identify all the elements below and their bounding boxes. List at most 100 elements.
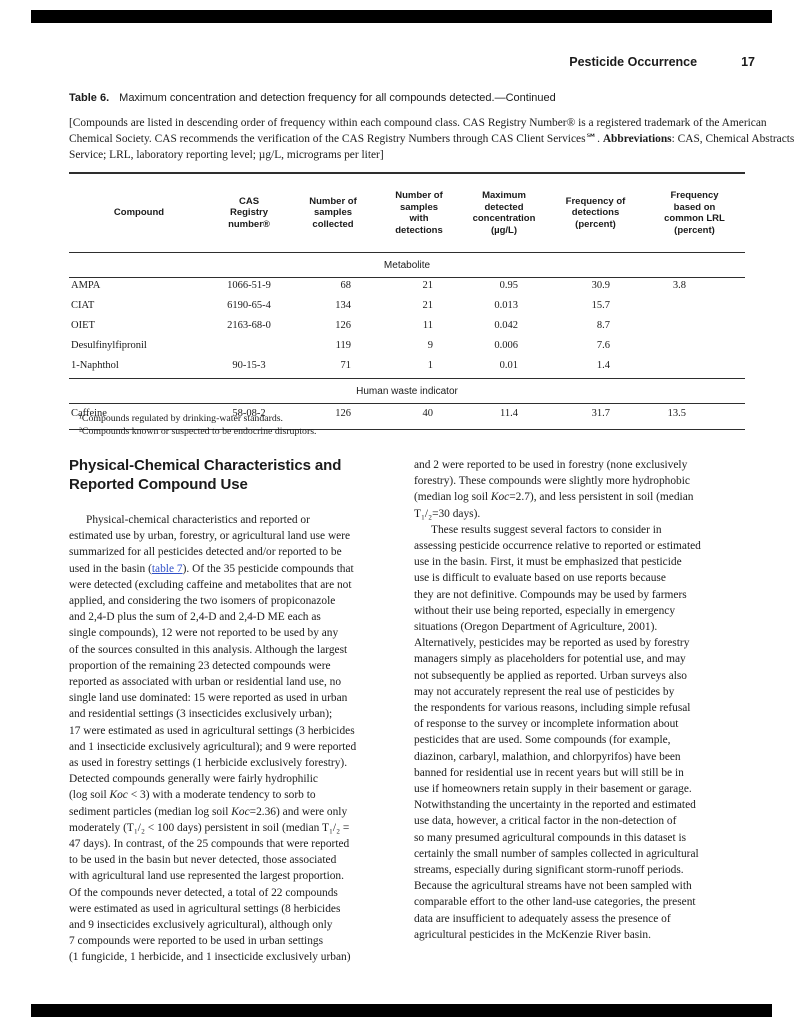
column-header: Number of samples with detections: [377, 173, 461, 253]
section-header-row: Metabolite: [69, 252, 745, 278]
table-cell: 1: [427, 360, 433, 371]
text-line: These results suggest several factors to…: [431, 523, 662, 536]
text-line: 17 were estimated as used in agricultura…: [69, 724, 355, 737]
right-column-text: and 2 were reported to be used in forest…: [414, 457, 746, 943]
text-line: pesticides that are used. Some compounds…: [414, 734, 671, 747]
text-line: without their use being reported, especi…: [414, 604, 676, 617]
table-cell: 1066-51-9: [227, 280, 271, 291]
text-line: Frequency of: [565, 195, 626, 207]
table-cell: 1-Naphthol: [71, 360, 119, 371]
text-line: Of the compounds never detected, a total…: [69, 886, 338, 899]
text-line: they are not definitive. Compounds may b…: [414, 588, 687, 601]
text-line: were estimated as used in agricultural s…: [69, 902, 341, 915]
text-line: concentration: [472, 213, 536, 224]
text-line: (median log soil Koc=2.7), and less pers…: [414, 491, 694, 504]
text-line: Physical-chemical characteristics and re…: [86, 514, 310, 526]
text-line: (percent): [575, 218, 616, 230]
table-cell: 0.042: [494, 320, 518, 331]
decorated-text: Abbreviations: [602, 133, 672, 146]
table-7-link[interactable]: table 7: [151, 562, 183, 575]
table-caption: Table 6. Maximum concentration and detect…: [69, 92, 759, 104]
text-line: moderately (T₁/₂ < 100 days) persistent …: [69, 821, 350, 834]
table-cell: [209, 338, 289, 358]
text-line: with: [409, 213, 429, 224]
text-line: data are insufficient to adequately asse…: [414, 912, 671, 925]
text-line: not subsequently be applied as reported.…: [414, 669, 687, 682]
text-line: banned for residential use in recent yea…: [414, 766, 684, 779]
decorated-text: Koc: [109, 789, 128, 802]
table-cell: 134: [335, 300, 351, 311]
paragraph: Physical-chemical characteristics and re…: [69, 512, 401, 966]
text-line: summarized for all pesticides detected a…: [69, 546, 342, 559]
table-cell: 8.7: [596, 320, 610, 331]
text-line: Frequency: [670, 190, 719, 201]
table-cell: [644, 298, 745, 318]
text-line: 7 compounds were reported to be used in …: [69, 935, 324, 948]
column-header: Compound: [69, 173, 209, 253]
table-cell: 0.013: [494, 300, 518, 311]
text-line: Alternatively, pesticides may be reporte…: [414, 637, 690, 650]
section-heading: Physical-Chemical Characteristics and Re…: [69, 457, 401, 494]
data-table: Compound CAS Registry number® Number of sampl…: [69, 172, 745, 430]
left-column-text: Physical-chemical characteristics and re…: [69, 512, 401, 966]
text-line: Number of: [309, 195, 357, 207]
table-cell: 21: [422, 280, 434, 291]
text-line: agricultural pesticides in the McKenzie …: [414, 928, 651, 941]
text-line: Because the agricultural streams have no…: [414, 880, 692, 893]
table-row: CIAT 6190-65-4 134 21 0.013 15.7: [69, 298, 745, 318]
table-cell: 11.4: [500, 408, 518, 419]
text-line: use if homeowners retain supply in their…: [414, 783, 692, 796]
text-line: Number of: [395, 190, 443, 201]
text-line: managers simply as placeholders for pote…: [414, 653, 686, 666]
decorated-text: Koc: [490, 491, 510, 504]
text-line: samples: [399, 201, 439, 213]
text-line: proportion of the remaining 23 detected …: [69, 659, 331, 672]
text-line: estimated use by urban, forestry, or agr…: [69, 530, 351, 543]
table-cell: [644, 338, 745, 358]
decorated-text: Koc: [231, 805, 250, 818]
text-line: common LRL: [664, 213, 725, 224]
section-header-label: Metabolite: [69, 252, 745, 278]
table-cell: 3.8: [672, 280, 686, 291]
table-cell: 11: [422, 320, 433, 331]
text-line: situations (Oregon Department of Agricul…: [414, 621, 658, 634]
text-line: and 9 insecticides exclusively agricultu…: [69, 919, 333, 932]
text-line: as used in forestry settings (1 herbicid…: [69, 757, 348, 770]
data-table-wrapper: Compound CAS Registry number® Number of sampl…: [69, 172, 745, 430]
text-line: use data, however, a critical factor in …: [414, 815, 677, 828]
text-line: Chemical Society. CAS recommends the ver…: [69, 133, 795, 146]
paragraph: These results suggest several factors to…: [414, 522, 746, 943]
table-row: Caffeine 58-08-2 126 40 11.4 31.7 13.5: [69, 404, 745, 430]
table-row: AMPA 1066-51-9 68 21 0.95 30.9 3.8: [69, 278, 745, 299]
text-line: of the sources consulted in this analysi…: [69, 643, 348, 656]
text-line: forestry). These compounds were slightly…: [414, 475, 690, 488]
table-cell: AMPA: [71, 280, 101, 291]
text-line: streams, especially during significant s…: [414, 864, 684, 877]
text-line: sediment particles (median log soil Koc=…: [69, 805, 348, 818]
table-cell: 58-08-2: [232, 408, 266, 419]
table-cell: 40: [422, 408, 434, 419]
table-footnotes: ¹Compounds regulated by drinking-water s…: [79, 412, 316, 438]
table-cell: Caffeine: [71, 408, 107, 419]
text-line: certainly the small number of samples co…: [414, 847, 699, 860]
table-cell: 126: [335, 320, 351, 331]
table-cell: [644, 358, 745, 379]
table-cell: 6190-65-4: [227, 300, 271, 311]
table-row: 1-Naphthol 90-15-3 71 1 0.01 1.4: [69, 358, 745, 379]
text-line: of response to the survey or incomplete …: [414, 718, 679, 731]
paragraph: [Compounds are listed in descending orde…: [69, 115, 795, 164]
text-line: applied, and considering the two isomers…: [69, 595, 336, 608]
table-cell: 7.6: [596, 340, 610, 351]
text-line: detected: [484, 201, 524, 213]
table-cell: 126: [335, 408, 351, 419]
text-line: Detected compounds generally were fairly…: [69, 773, 318, 786]
section-heading-line: Reported Compound Use: [69, 475, 248, 493]
text-line: Compound: [113, 207, 165, 219]
article-columns: Physical-Chemical Characteristics and Re…: [69, 457, 746, 966]
text-line: single land use dominated: 15 were repor…: [69, 692, 348, 705]
text-line: [Compounds are listed in descending orde…: [69, 117, 767, 129]
text-line: use is difficult to evaluate based on us…: [414, 572, 666, 585]
table-cell: 1.4: [596, 360, 610, 371]
text-line: comparable effort to the other land-use …: [414, 896, 696, 909]
